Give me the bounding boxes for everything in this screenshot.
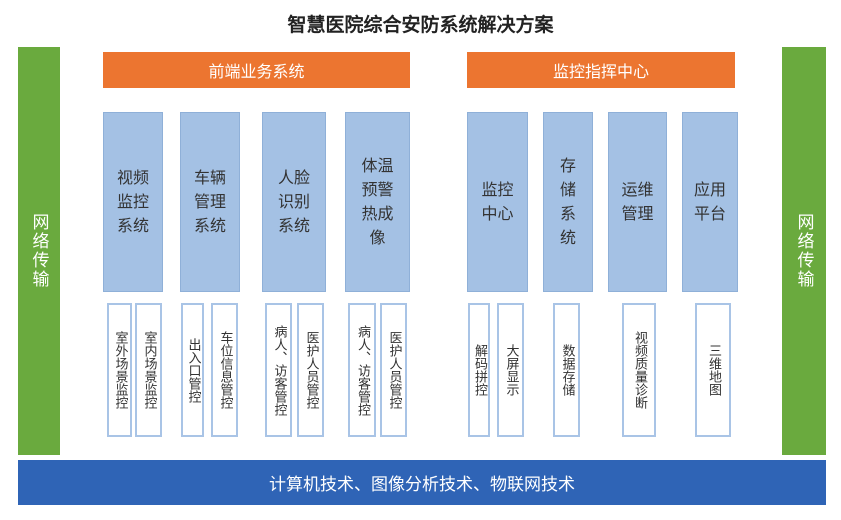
subsystem-box: 出入口管控 xyxy=(181,303,204,437)
system-box: 存储系统 xyxy=(543,112,593,292)
system-box: 运维管理 xyxy=(608,112,667,292)
system-box: 应用平台 xyxy=(682,112,738,292)
subsystem-box: 病人、访客管控 xyxy=(348,303,376,437)
system-box: 车辆管理系统 xyxy=(180,112,240,292)
group-command-center: 监控指挥中心 xyxy=(467,52,735,88)
subsystem-box: 室外场景监控 xyxy=(107,303,132,437)
subsystem-box: 三维地图 xyxy=(695,303,731,437)
subsystem-box: 数据存储 xyxy=(553,303,580,437)
system-box: 人脸识别系统 xyxy=(262,112,326,292)
subsystem-box: 室内场景监控 xyxy=(135,303,162,437)
system-box: 监控中心 xyxy=(467,112,528,292)
subsystem-box: 病人、访客管控 xyxy=(265,303,292,437)
system-box: 体温预警热成像 xyxy=(345,112,410,292)
subsystem-box: 医护人员管控 xyxy=(380,303,407,437)
subsystem-box: 视频质量诊断 xyxy=(622,303,656,437)
group-frontend: 前端业务系统 xyxy=(103,52,410,88)
technology-footer: 计算机技术、图像分析技术、物联网技术 xyxy=(18,460,826,505)
system-box: 视频监控系统 xyxy=(103,112,163,292)
network-transport-left: 网络传输 xyxy=(18,47,60,455)
subsystem-box: 大屏显示 xyxy=(497,303,524,437)
diagram-title: 智慧医院综合安防系统解决方案 xyxy=(287,14,554,36)
network-transport-right: 网络传输 xyxy=(782,47,826,455)
subsystem-box: 医护人员管控 xyxy=(297,303,324,437)
subsystem-box: 解码拼控 xyxy=(468,303,490,437)
subsystem-box: 车位信息管控 xyxy=(211,303,238,437)
